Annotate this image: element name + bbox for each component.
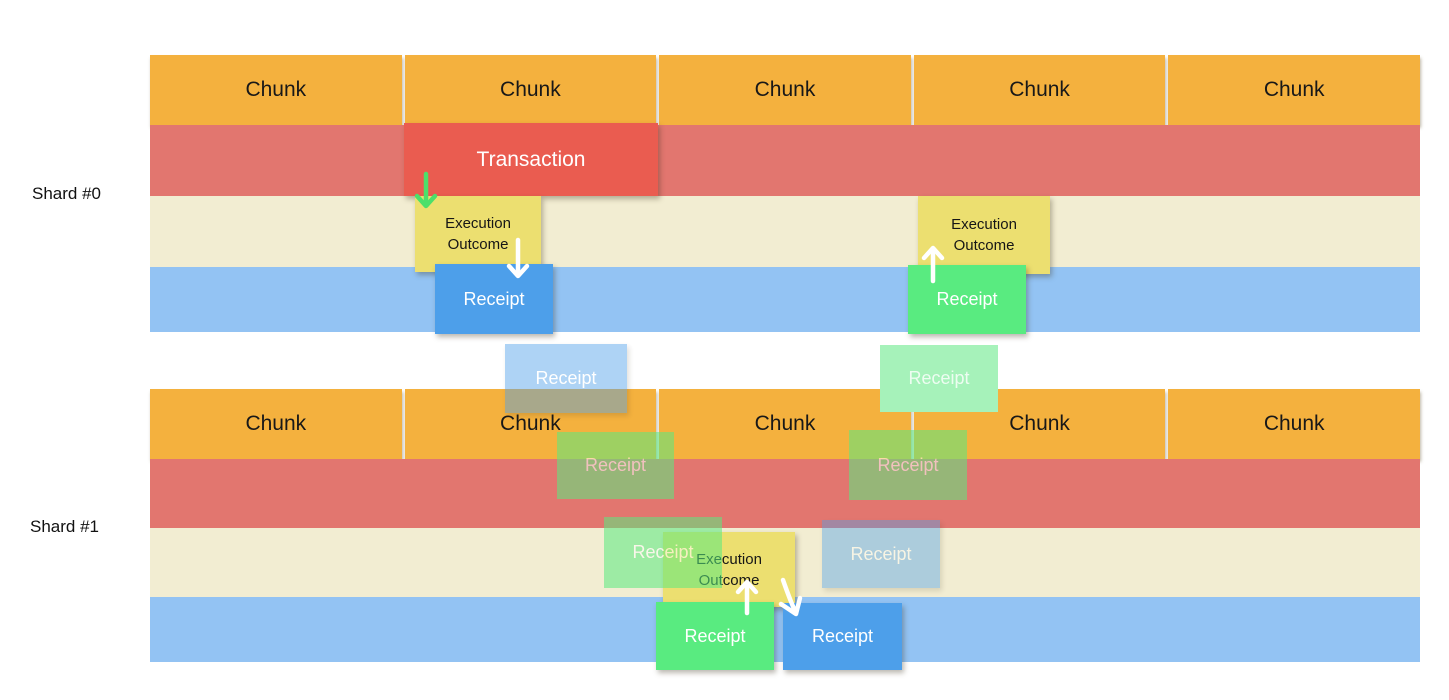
shard-0-outcome-band xyxy=(150,196,1420,267)
chunk-box: Chunk xyxy=(659,55,911,125)
chunk-box: Chunk xyxy=(404,389,657,459)
chunk-box: Chunk xyxy=(659,389,911,459)
execution-outcome-box: Execution Outcome xyxy=(918,196,1050,274)
chunk-box: Chunk xyxy=(1168,55,1420,125)
ghost-receipt-box: Receipt xyxy=(604,517,722,588)
ghost-receipt-box: Receipt xyxy=(822,520,940,588)
receipt-box-green: Receipt xyxy=(908,265,1026,334)
chunk-box: Chunk xyxy=(150,55,402,125)
receipt-box-green: Receipt xyxy=(656,602,774,670)
shard-0-chunk-row: Chunk Chunk Chunk Chunk Chunk xyxy=(150,55,1420,125)
shard-0-transaction-band xyxy=(150,125,1420,196)
receipt-box-blue: Receipt xyxy=(435,264,553,334)
shard-1-transaction-band xyxy=(150,459,1420,528)
shard-0-label: Shard #0 xyxy=(32,184,101,203)
chunk-box: Chunk xyxy=(913,55,1166,125)
shard-1-label: Shard #1 xyxy=(30,517,99,536)
receipt-box-blue: Receipt xyxy=(783,603,902,670)
ghost-receipt-box: Receipt xyxy=(880,345,998,412)
shard-0-receipt-band xyxy=(150,267,1420,332)
chunk-box: Chunk xyxy=(404,55,657,125)
ghost-receipt-box: Receipt xyxy=(849,430,967,500)
transaction-box: Transaction xyxy=(404,123,658,196)
chunk-box: Chunk xyxy=(150,389,402,459)
ghost-receipt-box: Receipt xyxy=(557,432,674,499)
chunk-box: Chunk xyxy=(1168,389,1420,459)
ghost-receipt-box: Receipt xyxy=(505,344,627,413)
shard-1-chunk-row: Chunk Chunk Chunk Chunk Chunk xyxy=(150,389,1420,459)
execution-outcome-box: Execution Outcome xyxy=(415,196,541,272)
